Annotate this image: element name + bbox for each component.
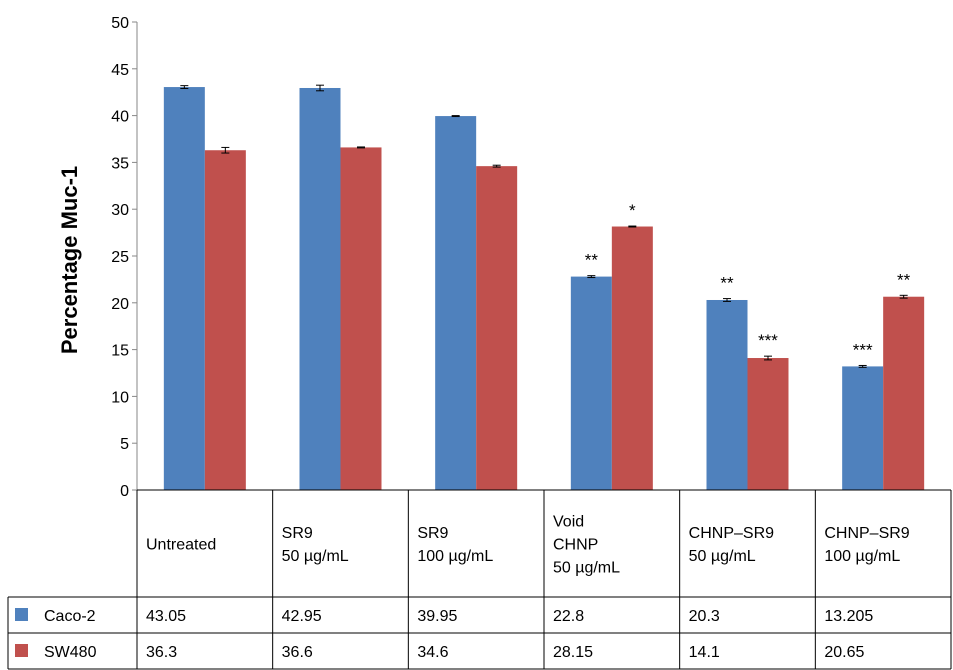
category-label: CHNP–SR9 50 µg/mL <box>689 525 774 565</box>
significance-label: *** <box>758 331 778 350</box>
significance-label: ** <box>720 274 734 293</box>
table-cell-value: 42.95 <box>282 608 322 625</box>
table-cell-value: 13.205 <box>824 608 873 625</box>
legend-swatch-caco-2 <box>15 608 28 621</box>
legend-swatch-sw480 <box>15 644 28 657</box>
significance-label: ** <box>897 270 911 289</box>
y-tick-label: 15 <box>111 343 129 360</box>
legend-label: SW480 <box>44 644 97 661</box>
category-label: SR9 100 µg/mL <box>417 525 493 565</box>
bar-caco-2 <box>706 299 748 490</box>
table-cell-value: 14.1 <box>689 644 720 661</box>
category-label: SR9 50 µg/mL <box>282 525 349 565</box>
y-tick-label: 30 <box>111 202 129 219</box>
bar-caco-2 <box>570 276 612 490</box>
y-tick-label: 25 <box>111 249 129 266</box>
table-cell-value: 20.65 <box>824 644 864 661</box>
bar-caco-2 <box>299 87 341 490</box>
bar-sw480 <box>476 166 518 491</box>
data-table: Untreated SR9 50 µg/mL SR9 100 µg/mL Void CHNP… <box>7 489 952 670</box>
legend-label: Caco-2 <box>44 608 96 625</box>
significance-label: *** <box>853 340 873 359</box>
table-cell-value: 22.8 <box>553 608 584 625</box>
table-cell-value: 36.6 <box>282 644 313 661</box>
bar-sw480 <box>747 358 789 490</box>
y-tick-label: 10 <box>111 389 129 406</box>
significance-label: * <box>629 201 636 220</box>
table-cell-value: 43.05 <box>146 608 186 625</box>
y-tick-label: 5 <box>120 436 129 453</box>
table-cell-value: 20.3 <box>689 608 720 625</box>
y-tick-label: 20 <box>111 296 129 313</box>
category-label: Void CHNP 50 µg/mL <box>553 514 620 577</box>
bar-sw480 <box>340 147 382 490</box>
y-tick-label: 50 <box>111 15 129 32</box>
y-tick-label: 40 <box>111 109 129 126</box>
y-axis-label: Percentage Muc-1 <box>57 166 82 354</box>
bar-caco-2 <box>435 116 477 491</box>
table-cell-value: 34.6 <box>417 644 448 661</box>
bar-sw480 <box>883 296 925 490</box>
bar-sw480 <box>204 150 246 490</box>
y-tick-label: 45 <box>111 62 129 79</box>
axes <box>132 21 138 491</box>
significance-label: ** <box>585 251 599 270</box>
table-cell-value: 28.15 <box>553 644 593 661</box>
y-tick-label: 35 <box>111 155 129 172</box>
bar-caco-2 <box>163 87 205 490</box>
category-label: Untreated <box>146 537 216 554</box>
category-label: CHNP–SR9 100 µg/mL <box>824 525 909 565</box>
bar-sw480 <box>611 226 653 491</box>
bar-series: ************* <box>163 84 925 491</box>
bar-caco-2 <box>842 366 884 490</box>
y-tick-label: 0 <box>120 483 129 500</box>
table-cell-value: 36.3 <box>146 644 177 661</box>
table-cell-value: 39.95 <box>417 608 457 625</box>
y-axis-ticks: 0 5 10 15 20 25 30 35 40 45 50 <box>111 15 129 500</box>
